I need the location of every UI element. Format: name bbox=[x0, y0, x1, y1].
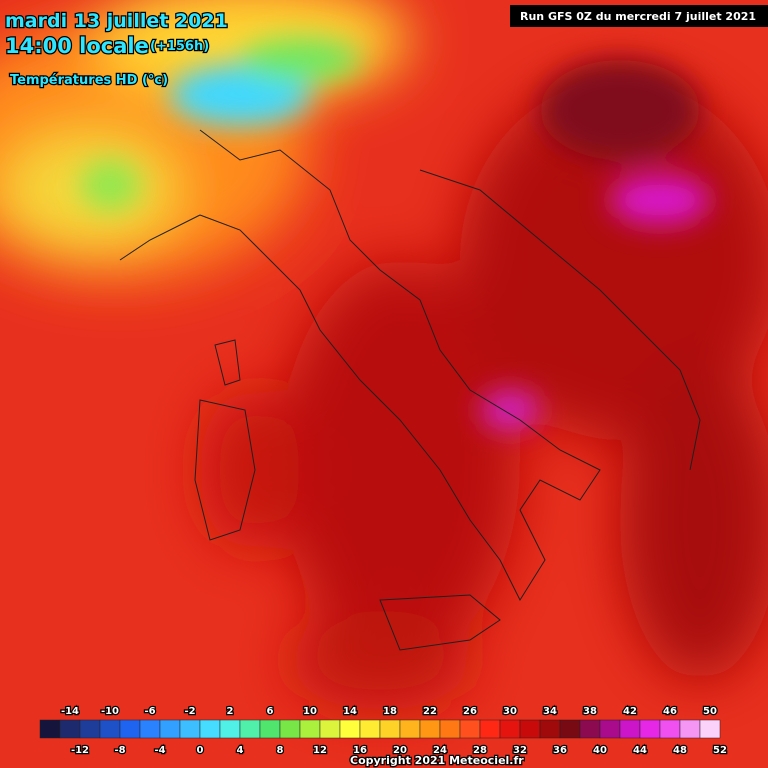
legend-swatch bbox=[99, 719, 121, 739]
legend-label: 20 bbox=[393, 745, 407, 756]
legend-swatch bbox=[479, 719, 501, 739]
legend-label: -14 bbox=[61, 706, 79, 717]
legend-label: 26 bbox=[463, 706, 477, 717]
legend-label: 16 bbox=[353, 745, 367, 756]
legend-label: 48 bbox=[673, 745, 687, 756]
legend-label: -4 bbox=[154, 745, 165, 756]
legend-label: 40 bbox=[593, 745, 607, 756]
legend-swatch bbox=[499, 719, 521, 739]
legend-swatch bbox=[679, 719, 701, 739]
legend-label: 50 bbox=[703, 706, 717, 717]
legend-label: -10 bbox=[101, 706, 119, 717]
legend-swatch bbox=[639, 719, 661, 739]
legend-label: 10 bbox=[303, 706, 317, 717]
legend-label: 46 bbox=[663, 706, 677, 717]
temperature-field bbox=[0, 0, 768, 710]
legend-label: 34 bbox=[543, 706, 557, 717]
color-legend: -14 -10 -6 -2 2 6 10 14 18 22 26 30 34 38 42 46 50-12 -8-… bbox=[39, 705, 728, 757]
legend-label: 8 bbox=[277, 745, 284, 756]
legend-label: 12 bbox=[313, 745, 327, 756]
legend-label: 14 bbox=[343, 706, 357, 717]
field-name: Températures HD (°c) bbox=[10, 73, 168, 88]
legend-swatch bbox=[139, 719, 161, 739]
legend-label: 42 bbox=[623, 706, 637, 717]
legend-swatch bbox=[559, 719, 581, 739]
legend-swatch bbox=[319, 719, 341, 739]
legend-swatch bbox=[339, 719, 361, 739]
legend-swatch bbox=[699, 719, 721, 739]
legend-swatch bbox=[179, 719, 201, 739]
legend-swatch bbox=[119, 719, 141, 739]
legend-label: 36 bbox=[553, 745, 567, 756]
legend-swatch bbox=[239, 719, 261, 739]
legend-label: -12 bbox=[71, 745, 89, 756]
legend-swatch bbox=[159, 719, 181, 739]
legend-label: -6 bbox=[144, 706, 155, 717]
legend-label: 30 bbox=[503, 706, 517, 717]
coastlines bbox=[119, 129, 701, 651]
legend-label: -2 bbox=[184, 706, 195, 717]
legend-label: 0 bbox=[197, 745, 204, 756]
legend-swatch bbox=[399, 719, 421, 739]
temperature-extremes bbox=[80, 38, 710, 430]
copyright: Copyright 2021 Meteociel.fr bbox=[350, 754, 524, 767]
legend-label: 24 bbox=[433, 745, 447, 756]
legend-label: 44 bbox=[633, 745, 647, 756]
legend-label: 22 bbox=[423, 706, 437, 717]
legend-swatch bbox=[219, 719, 241, 739]
run-box bbox=[510, 5, 768, 27]
legend-label: -8 bbox=[114, 745, 125, 756]
legend-swatch bbox=[299, 719, 321, 739]
legend-swatch bbox=[279, 719, 301, 739]
legend-swatch bbox=[259, 719, 281, 739]
legend-swatch bbox=[379, 719, 401, 739]
legend-swatch bbox=[519, 719, 541, 739]
legend-label: 6 bbox=[267, 706, 274, 717]
legend-swatch bbox=[659, 719, 681, 739]
legend-label: 4 bbox=[237, 745, 244, 756]
legend-swatch bbox=[439, 719, 461, 739]
legend-swatch bbox=[199, 719, 221, 739]
forecast-time: 14:00 locale bbox=[5, 34, 149, 58]
legend-swatch bbox=[619, 719, 641, 739]
legend-swatch bbox=[419, 719, 441, 739]
legend-label: 28 bbox=[473, 745, 487, 756]
legend-swatch bbox=[599, 719, 621, 739]
legend-swatch bbox=[539, 719, 561, 739]
legend-label: 52 bbox=[713, 745, 727, 756]
legend-swatch bbox=[39, 719, 61, 739]
legend-label: 2 bbox=[227, 706, 234, 717]
legend-label: 38 bbox=[583, 706, 597, 717]
forecast-lead: (+156h) bbox=[150, 39, 209, 54]
legend-swatch bbox=[359, 719, 381, 739]
legend-label: 18 bbox=[383, 706, 397, 717]
legend-swatch bbox=[79, 719, 101, 739]
legend-swatch bbox=[459, 719, 481, 739]
run-info: Run GFS 0Z du mercredi 7 juillet 2021 bbox=[520, 10, 756, 23]
legend-label: 32 bbox=[513, 745, 527, 756]
legend-swatch bbox=[59, 719, 81, 739]
legend-swatch bbox=[579, 719, 601, 739]
forecast-date: mardi 13 juillet 2021 bbox=[5, 10, 228, 32]
